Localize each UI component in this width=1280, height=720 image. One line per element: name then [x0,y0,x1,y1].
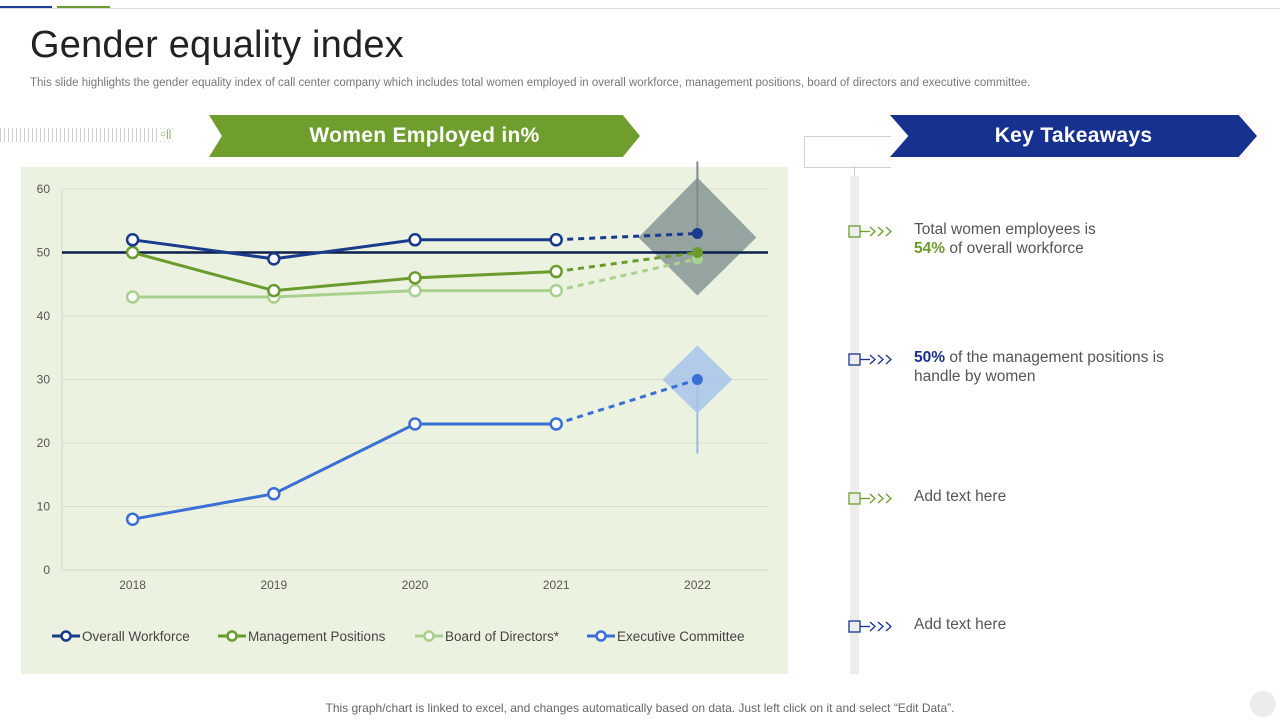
accent-bar-green [57,6,110,9]
takeaway-item: 50% of the management positions is handl… [846,348,1164,385]
chevron-arrow-icon [848,492,892,505]
data-point [125,290,140,304]
series-forecast-line [556,231,698,242]
legend-label: Management Positions [248,629,386,644]
connector-line [804,136,891,168]
footer-note: This graph/chart is linked to excel, and… [325,701,955,715]
y-tick-label: 50 [37,246,51,260]
takeaways-timeline-bar [850,176,859,674]
takeaway-item: Total women employees is 54% of overall … [846,220,1096,257]
series-line [132,422,557,521]
legend-label: Board of Directors* [445,629,560,644]
series-forecast-line [555,257,698,293]
x-tick-label: 2021 [543,578,570,592]
corner-circle [1250,691,1276,717]
series-line [132,289,557,299]
legend-label: Overall Workforce [82,629,190,644]
takeaway-text: 50% of the management positions is handl… [914,349,1164,385]
y-tick-label: 10 [37,500,51,514]
x-tick-label: 2020 [402,578,429,592]
legend-marker [595,630,607,642]
chevron-arrow-icon [848,225,892,238]
data-point [267,487,281,501]
legend-marker [226,630,238,642]
decorative-ruler [0,128,175,142]
data-point [408,417,422,431]
y-tick-label: 20 [37,436,51,450]
x-tick-label: 2022 [684,578,711,592]
data-point [408,233,422,247]
data-point [691,227,703,239]
y-tick-label: 40 [37,309,51,323]
data-point [549,233,563,247]
series-forecast-line [555,251,698,274]
takeaway-item: Add text here [846,615,1006,637]
accent-bar-blue [0,6,52,9]
data-point [267,252,281,266]
page-title: Gender equality index [30,24,404,66]
chevron-arrow-icon [848,353,892,366]
chevron-arrow-icon [848,620,892,633]
legend-label: Executive Committee [617,629,745,644]
data-point [549,283,563,298]
takeaway-text: Add text here [914,616,1007,633]
data-point [125,512,140,526]
data-point [408,271,422,285]
data-point [549,417,563,431]
page-subtitle: This slide highlights the gender equalit… [30,77,1031,89]
legend-marker [60,630,72,642]
y-tick-label: 60 [37,182,51,196]
takeaway-text: Total women employees is 54% of overall … [914,221,1096,257]
takeaway-text: Add text here [914,488,1007,505]
y-tick-label: 30 [37,373,51,387]
x-tick-label: 2019 [260,578,287,592]
data-point [408,283,422,298]
data-point [549,264,563,279]
series-forecast-line [555,378,698,426]
takeaways-banner: Key Takeaways [890,115,1257,157]
data-point [691,374,703,385]
connector-line-2 [804,166,855,176]
y-tick-label: 0 [43,563,50,577]
data-point [267,283,281,298]
data-point [125,233,140,247]
header-divider [0,8,1280,9]
line-chart: 0 10 20 30 40 50 60 2018 2019 2020 2021 2022 Overall… [37,161,768,644]
series-line [132,238,557,261]
series-line [132,251,557,293]
legend-marker [423,630,435,642]
takeaway-item: Add text here [846,487,1006,509]
data-point [691,247,703,258]
ruler-end-icon: ○|| [160,129,178,141]
x-tick-label: 2018 [119,578,146,592]
data-point [125,245,140,260]
chart-banner: Women Employed in% [209,115,640,157]
